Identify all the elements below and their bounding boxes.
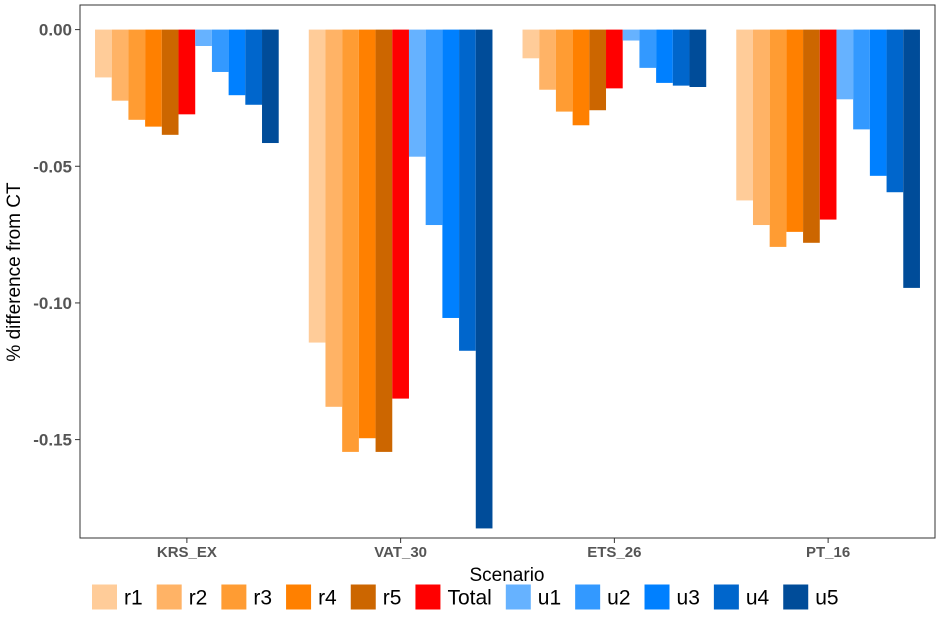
y-tick-label: 0.00 <box>39 21 72 40</box>
bar-vat-30-r2 <box>325 29 343 407</box>
bar-ets-26-r1 <box>522 29 540 59</box>
bar-pt-16-r1 <box>736 29 753 201</box>
bar-krs-ex-u1 <box>195 29 212 46</box>
bar-pt-16-r3 <box>769 29 787 247</box>
bar-ets-26-u5 <box>689 29 707 88</box>
bar-krs-ex-r5 <box>161 29 179 135</box>
bar-vat-30-r1 <box>308 29 326 343</box>
y-tick-label: -0.10 <box>33 294 72 313</box>
bar-pt-16-u1 <box>836 29 854 100</box>
legend: r1 r2 r3 r4 r5 Total u1 u2 u3 u4 u5 <box>92 584 839 610</box>
legend-key-u4 <box>713 584 739 610</box>
legend-key-r3 <box>221 584 247 610</box>
legend-label-u2: u2 <box>607 587 630 610</box>
bar-pt-16-u2 <box>853 29 870 130</box>
legend-key-u2 <box>575 584 601 610</box>
legend-key-r1 <box>92 584 117 610</box>
bar-krs-ex-u4 <box>245 29 263 105</box>
bar-krs-ex-r3 <box>128 29 146 120</box>
bar-ets-26-r3 <box>555 29 573 112</box>
bar-krs-ex-r2 <box>111 29 129 101</box>
plot-panel-border <box>79 4 936 539</box>
bar-krs-ex-u3 <box>228 29 246 96</box>
bar-ets-26-r2 <box>539 29 556 90</box>
bar-vat-30-r4 <box>358 29 376 439</box>
bar-pt-16-total <box>819 29 837 220</box>
bar-pt-16-u4 <box>886 29 904 193</box>
legend-key-r5 <box>350 584 376 610</box>
x-tick-label: VAT_30 <box>374 544 427 561</box>
bar-vat-30-r5 <box>375 29 393 452</box>
bar-ets-26-u1 <box>622 29 640 41</box>
bar-vat-30-r3 <box>342 29 359 452</box>
y-tick-label: -0.05 <box>33 157 72 176</box>
legend-key-u1 <box>505 584 531 610</box>
bars-layer <box>95 29 920 529</box>
bar-krs-ex-r4 <box>145 29 162 127</box>
bar-pt-16-u5 <box>903 29 920 288</box>
bar-ets-26-u4 <box>672 29 690 86</box>
bar-pt-16-r4 <box>786 29 804 232</box>
bar-vat-30-total <box>392 29 409 399</box>
legend-key-u3 <box>644 584 670 610</box>
x-axis-title: Scenario <box>470 565 545 586</box>
bar-krs-ex-total <box>178 29 196 115</box>
bar-pt-16-r5 <box>803 29 820 243</box>
legend-label-r2: r2 <box>189 587 208 610</box>
bar-vat-30-u3 <box>442 29 460 318</box>
bar-pt-16-u3 <box>869 29 887 176</box>
bar-krs-ex-r1 <box>95 29 112 78</box>
legend-label-total: Total <box>447 587 491 610</box>
legend-label-r1: r1 <box>124 587 143 610</box>
legend-key-r4 <box>286 584 312 610</box>
legend-label-r4: r4 <box>318 587 337 610</box>
legend-key-total <box>415 584 441 610</box>
bar-vat-30-u5 <box>475 29 493 529</box>
legend-label-r5: r5 <box>383 587 402 610</box>
y-axis-title: % difference from CT <box>4 182 25 362</box>
bar-krs-ex-u5 <box>262 29 279 144</box>
legend-key-r2 <box>156 584 182 610</box>
bar-vat-30-u1 <box>408 29 426 157</box>
legend-label-u5: u5 <box>815 587 838 610</box>
legend-key-u5 <box>783 584 809 610</box>
bar-vat-30-u4 <box>459 29 476 351</box>
y-axis: 0.00 -0.05 -0.10 -0.15 <box>33 21 80 450</box>
bar-vat-30-u2 <box>425 29 443 226</box>
bar-pt-16-r2 <box>752 29 770 226</box>
y-tick-label: -0.15 <box>33 431 72 450</box>
x-axis: KRS_EX VAT_30 ETS_26 PT_16 <box>157 538 850 561</box>
bar-ets-26-u2 <box>639 29 657 68</box>
bar-ets-26-r4 <box>572 29 590 126</box>
bar-ets-26-u3 <box>656 29 673 83</box>
bar-ets-26-r5 <box>589 29 607 111</box>
x-tick-label: KRS_EX <box>157 544 217 561</box>
legend-label-u1: u1 <box>538 587 561 610</box>
legend-label-u3: u3 <box>677 587 700 610</box>
x-tick-label: PT_16 <box>806 544 850 561</box>
bar-ets-26-total <box>606 29 623 89</box>
x-tick-label: ETS_26 <box>587 544 641 561</box>
legend-label-r3: r3 <box>253 587 272 610</box>
legend-label-u4: u4 <box>746 587 770 610</box>
bar-krs-ex-u2 <box>211 29 229 72</box>
